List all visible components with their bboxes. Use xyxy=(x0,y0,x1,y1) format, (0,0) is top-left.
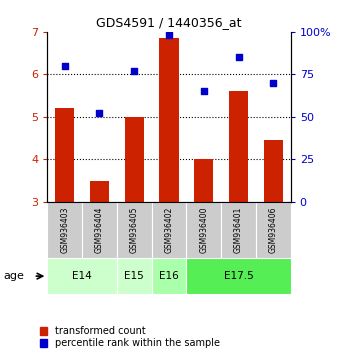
Text: E17.5: E17.5 xyxy=(224,271,254,281)
Text: GSM936402: GSM936402 xyxy=(165,207,173,253)
Bar xyxy=(90,181,109,202)
Text: E15: E15 xyxy=(124,271,144,281)
Text: GSM936406: GSM936406 xyxy=(269,207,278,253)
Text: E16: E16 xyxy=(159,271,179,281)
Bar xyxy=(152,258,186,294)
Text: age: age xyxy=(3,271,24,281)
Bar xyxy=(47,258,117,294)
Point xyxy=(201,88,207,94)
Bar xyxy=(152,202,186,258)
Text: GSM936400: GSM936400 xyxy=(199,207,208,253)
Legend: transformed count, percentile rank within the sample: transformed count, percentile rank withi… xyxy=(39,325,221,349)
Bar xyxy=(229,91,248,202)
Bar xyxy=(160,38,178,202)
Text: GSM936401: GSM936401 xyxy=(234,207,243,253)
Bar xyxy=(264,140,283,202)
Bar xyxy=(125,117,144,202)
Point xyxy=(62,63,67,69)
Text: E14: E14 xyxy=(72,271,92,281)
Bar xyxy=(55,108,74,202)
Bar xyxy=(47,202,82,258)
Point xyxy=(131,68,137,74)
Text: GSM936403: GSM936403 xyxy=(60,207,69,253)
Point xyxy=(236,55,241,60)
Bar xyxy=(194,159,213,202)
Bar xyxy=(256,202,291,258)
Text: GSM936404: GSM936404 xyxy=(95,207,104,253)
Point xyxy=(166,33,172,38)
Bar xyxy=(221,202,256,258)
Text: GSM936405: GSM936405 xyxy=(130,207,139,253)
Bar xyxy=(117,258,152,294)
Bar xyxy=(82,202,117,258)
Bar xyxy=(117,202,152,258)
Point xyxy=(271,80,276,86)
Title: GDS4591 / 1440356_at: GDS4591 / 1440356_at xyxy=(96,16,242,29)
Bar xyxy=(186,258,291,294)
Point xyxy=(97,110,102,116)
Bar xyxy=(186,202,221,258)
